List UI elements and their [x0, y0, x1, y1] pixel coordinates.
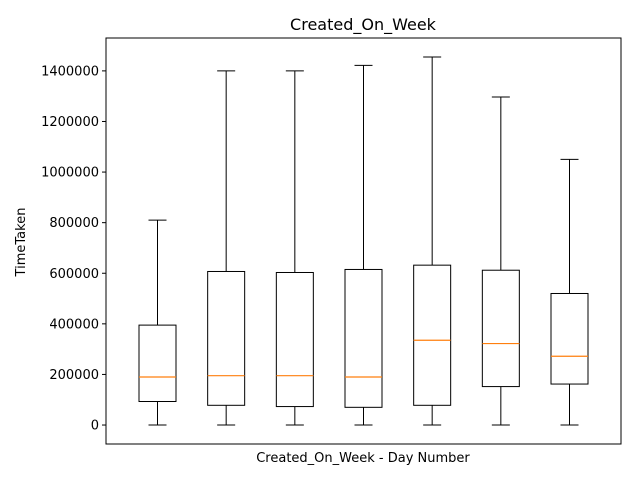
y-axis-label: TimeTaken — [14, 208, 29, 278]
box — [207, 270, 246, 406]
y-tick-label: 200000 — [49, 368, 99, 383]
box — [550, 292, 589, 385]
y-tick-label: 600000 — [49, 267, 99, 282]
box — [413, 264, 452, 406]
chart-title: Created_On_Week — [290, 15, 437, 35]
y-tick-label: 1000000 — [41, 166, 99, 181]
box — [138, 324, 177, 403]
y-tick-label: 1200000 — [41, 115, 99, 130]
y-tick-label: 1400000 — [41, 64, 99, 79]
box — [275, 271, 314, 408]
box — [481, 269, 520, 388]
box — [344, 268, 383, 408]
y-tick-label: 800000 — [49, 216, 99, 231]
x-axis-label: Created_On_Week - Day Number — [256, 451, 470, 466]
y-tick-label: 400000 — [49, 317, 99, 332]
axes-frame — [105, 37, 622, 445]
plot-area: 0 200000 400000 600000 800000 1000000 1200000 1… — [41, 56, 589, 434]
y-tick-label: 0 — [91, 419, 99, 434]
